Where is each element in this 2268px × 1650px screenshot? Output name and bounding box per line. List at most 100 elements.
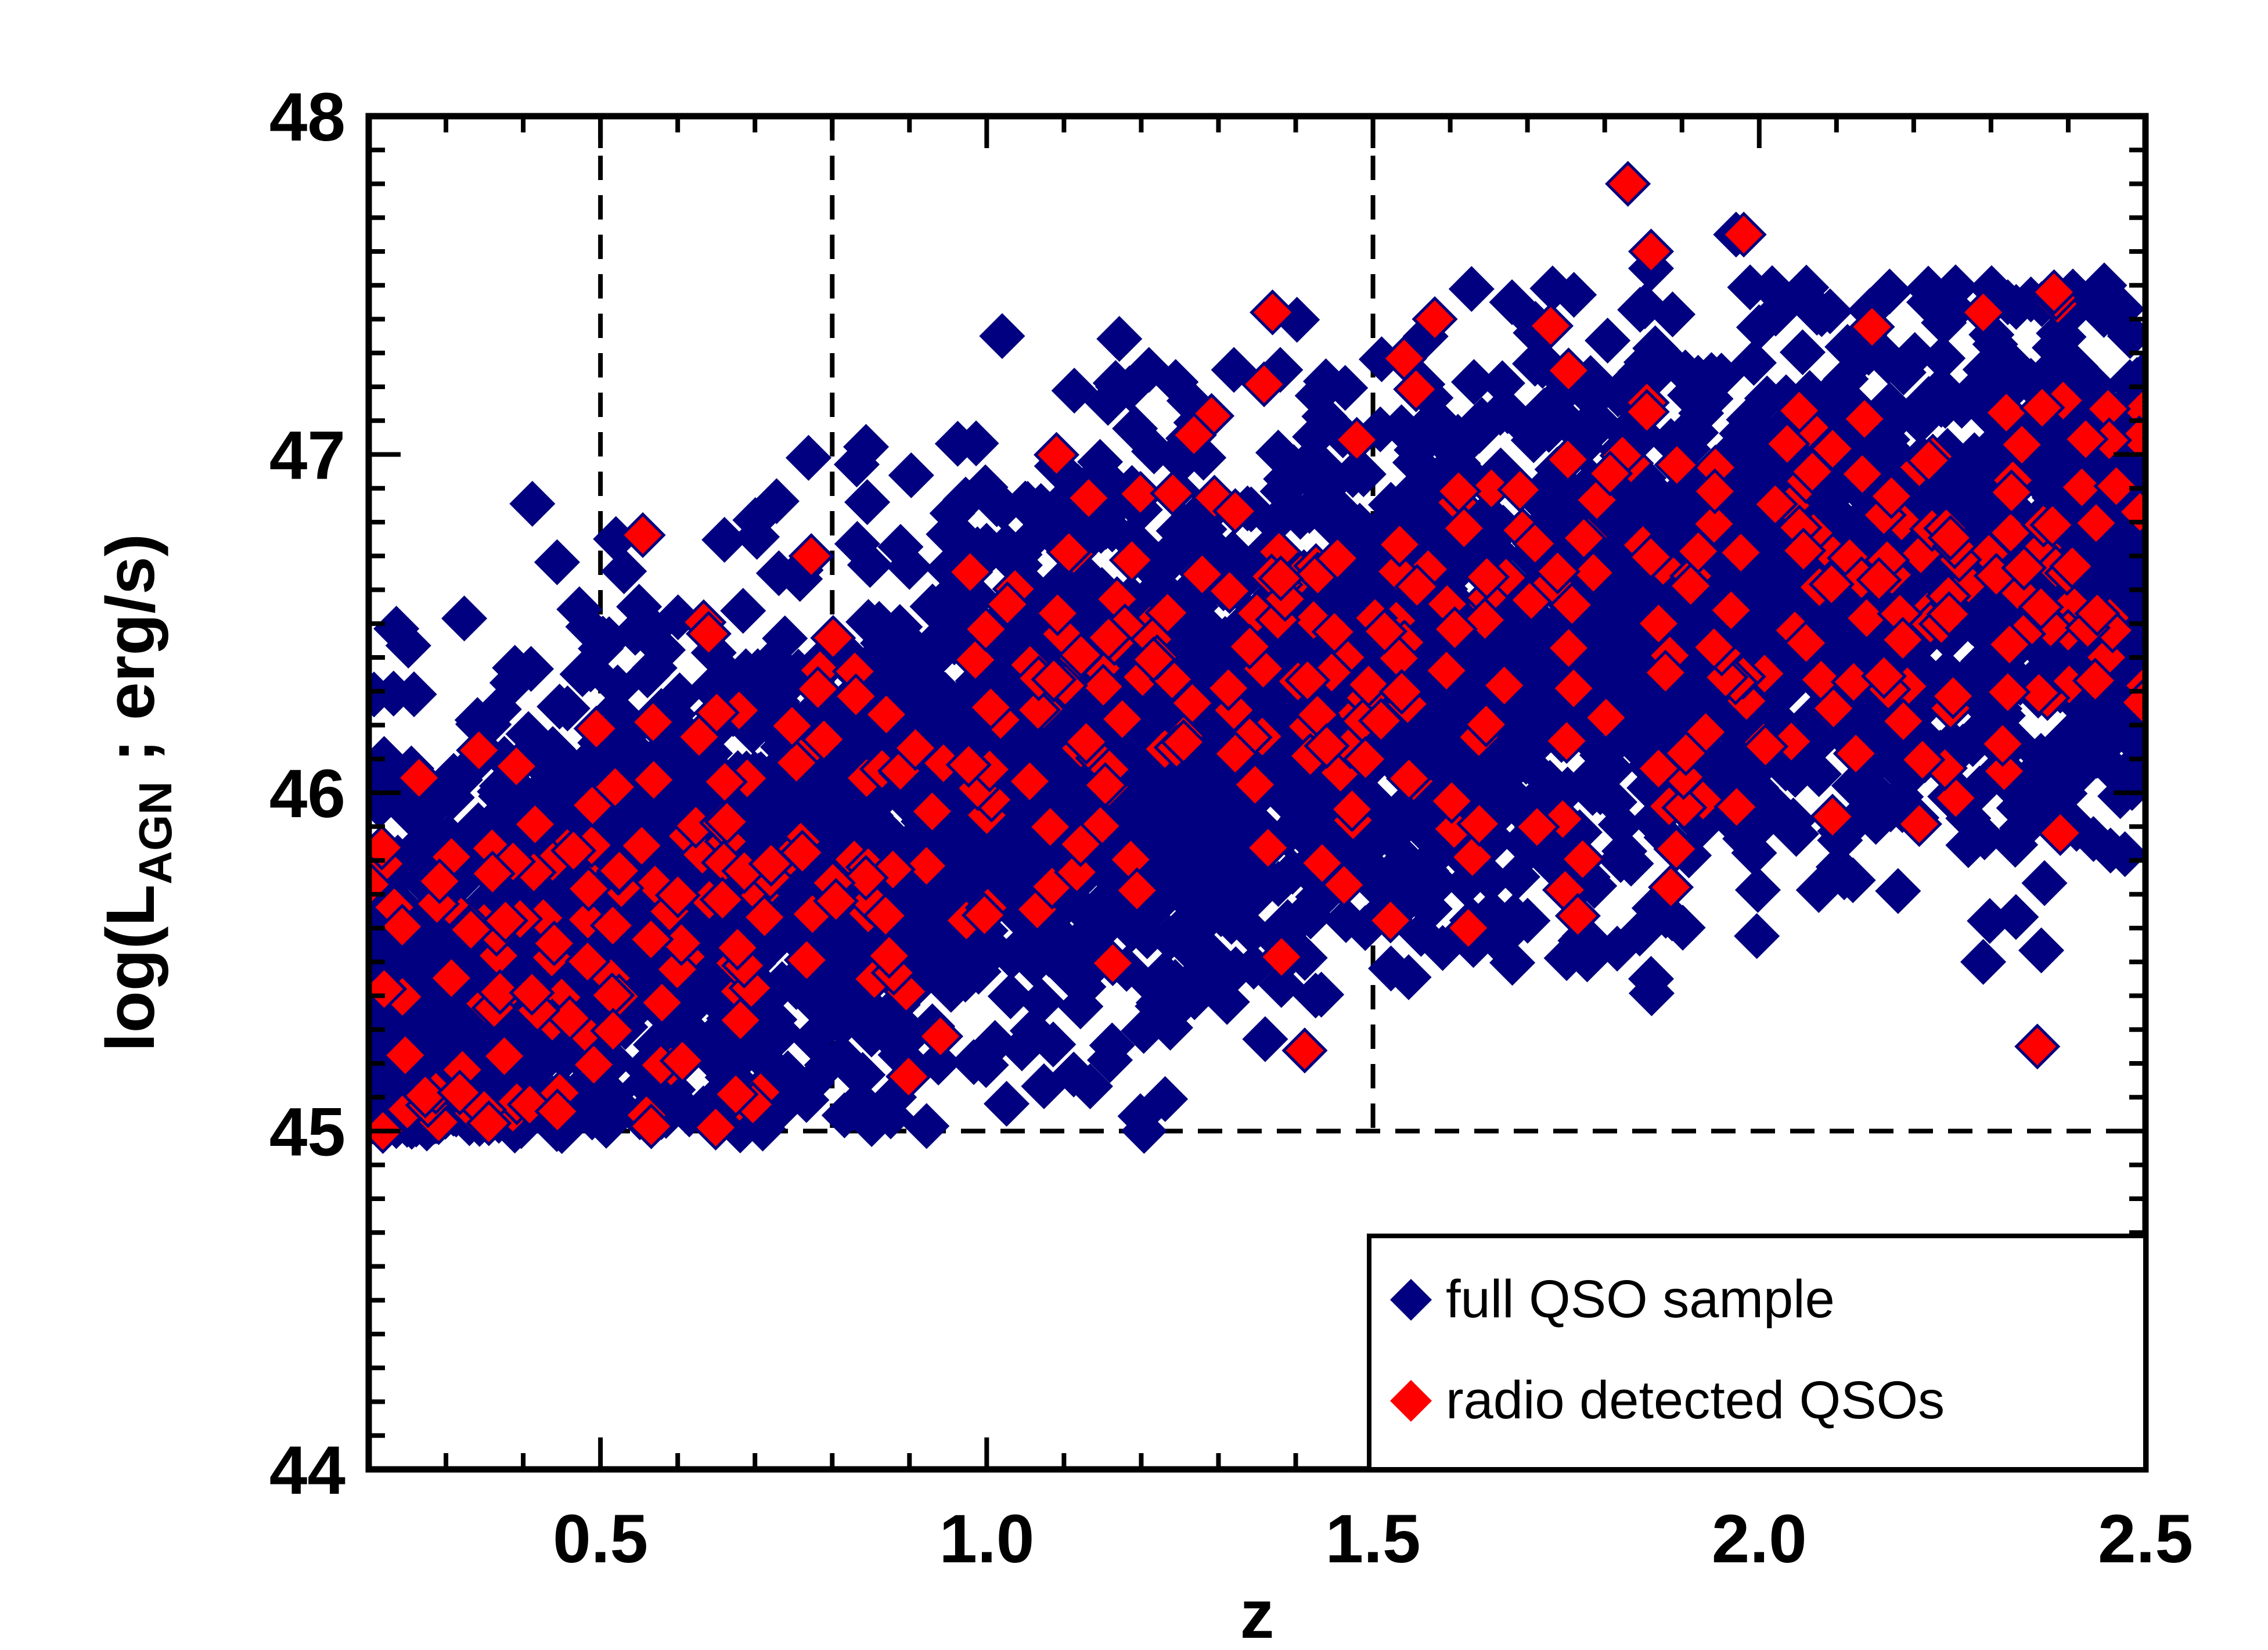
data-point-outlier	[1095, 364, 1142, 410]
data-point	[639, 627, 686, 673]
data-point	[1617, 286, 1664, 333]
data-point	[1661, 785, 1708, 831]
data-point	[783, 937, 830, 983]
data-point	[1491, 893, 1538, 940]
data-point	[1367, 897, 1414, 944]
data-point	[1416, 414, 1462, 460]
data-point	[2062, 416, 2109, 462]
data-point	[1534, 548, 1581, 595]
data-point	[1796, 751, 1842, 797]
data-point	[2029, 502, 2076, 548]
data-point	[1734, 867, 1781, 913]
data-point	[833, 673, 879, 720]
data-point	[999, 923, 1045, 970]
data-point	[505, 711, 552, 757]
data-point	[1561, 515, 1607, 562]
data-point	[1591, 779, 1637, 825]
data-point	[1783, 620, 1830, 666]
data-point	[1108, 906, 1155, 952]
data-point-outlier	[1628, 228, 1675, 275]
data-point	[801, 716, 847, 763]
data-point	[2058, 464, 2105, 511]
svg-text:log(LAGN ; erg/s): log(LAGN ; erg/s)	[92, 534, 181, 1052]
data-point	[1258, 555, 1304, 602]
data-point	[1258, 934, 1305, 980]
data-point	[1293, 972, 1339, 1019]
data-point	[769, 703, 815, 749]
data-point	[1431, 606, 1478, 652]
data-point	[509, 969, 555, 1016]
data-point	[1587, 450, 1633, 497]
data-point	[1477, 390, 1524, 436]
data-point	[1292, 414, 1338, 460]
data-point	[1545, 347, 1592, 394]
data-point	[1358, 698, 1404, 744]
data-point	[477, 969, 523, 1015]
data-point	[1142, 1076, 1189, 1122]
data-point	[1993, 283, 2039, 330]
data-point	[843, 854, 889, 901]
data-point	[577, 1088, 623, 1135]
data-point	[1779, 329, 1826, 376]
data-point	[1752, 481, 1798, 527]
data-point	[1809, 793, 1856, 840]
data-point	[2037, 810, 2083, 856]
data-point	[1169, 680, 1216, 727]
data-point	[1342, 736, 1389, 782]
data-point	[630, 699, 676, 745]
data-point	[1722, 815, 1769, 862]
data-point	[1979, 721, 2026, 767]
data-point	[1002, 480, 1049, 527]
data-point	[1314, 535, 1361, 581]
x-axis-title: z	[1240, 1576, 1275, 1650]
data-point	[1546, 625, 1592, 671]
data-point	[531, 920, 577, 966]
data-point	[1691, 501, 1737, 547]
data-point	[1394, 563, 1441, 610]
data-point	[1085, 614, 1132, 661]
data-point	[428, 955, 474, 1001]
x-tick-label: 1.0	[939, 1501, 1034, 1577]
data-point	[1329, 786, 1376, 832]
data-point	[589, 903, 636, 949]
data-point	[1635, 745, 1682, 792]
data-point	[866, 933, 912, 979]
data-point	[1597, 837, 1644, 883]
data-point-outlier	[979, 313, 1025, 360]
data-point	[1242, 1016, 1288, 1062]
data-point-outlier	[1489, 279, 1535, 325]
data-point	[1543, 718, 1590, 764]
data-point	[1999, 422, 2045, 468]
data-point	[972, 1020, 1018, 1066]
data-point	[1302, 358, 1349, 405]
data-point	[829, 1085, 876, 1132]
data-point	[382, 1032, 429, 1079]
data-point	[1654, 442, 1700, 488]
data-point	[1161, 847, 1208, 893]
data-point	[947, 549, 993, 595]
y-axis-title-prefix: log(L	[92, 885, 169, 1052]
data-point	[1961, 814, 2008, 861]
data-point	[469, 850, 516, 897]
data-point	[813, 878, 859, 924]
data-point	[1880, 617, 1926, 663]
data-point	[1776, 387, 1823, 434]
data-point	[916, 918, 963, 965]
data-point	[1393, 366, 1439, 412]
data-point	[566, 865, 612, 912]
legend-marker-radio-qso	[1390, 1380, 1432, 1422]
data-point	[1456, 801, 1503, 847]
data-point	[369, 671, 397, 718]
data-point	[1489, 940, 1536, 986]
data-point	[762, 615, 808, 662]
data-point	[2015, 670, 2062, 716]
data-point	[1849, 304, 1895, 350]
data-point	[437, 1069, 483, 1116]
data-point	[2074, 590, 2121, 637]
data-point	[1428, 778, 1475, 824]
radio-qso-series	[369, 160, 2145, 1154]
data-point	[1628, 534, 1674, 580]
data-point	[1557, 918, 1604, 964]
data-point	[1321, 862, 1367, 908]
